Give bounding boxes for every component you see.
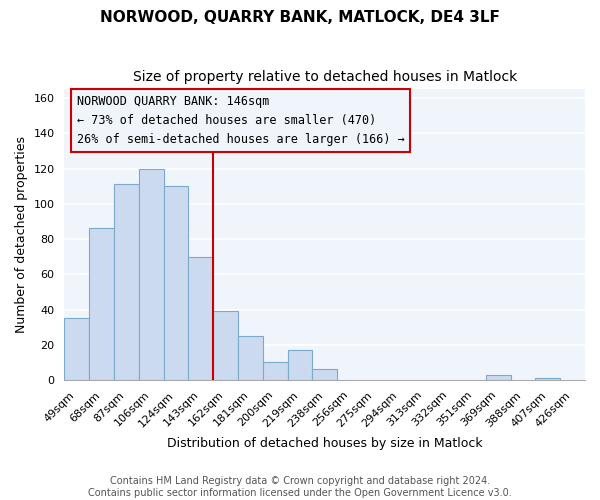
Title: Size of property relative to detached houses in Matlock: Size of property relative to detached ho…: [133, 70, 517, 84]
Bar: [64, 318, 89, 380]
Bar: [114, 184, 139, 380]
Text: Contains HM Land Registry data © Crown copyright and database right 2024.
Contai: Contains HM Land Registry data © Crown c…: [88, 476, 512, 498]
Text: NORWOOD QUARRY BANK: 146sqm
← 73% of detached houses are smaller (470)
26% of se: NORWOOD QUARRY BANK: 146sqm ← 73% of det…: [77, 94, 404, 146]
Y-axis label: Number of detached properties: Number of detached properties: [15, 136, 28, 333]
Bar: [139, 168, 164, 380]
Bar: [535, 378, 560, 380]
Bar: [313, 370, 337, 380]
Bar: [213, 312, 238, 380]
Bar: [164, 186, 188, 380]
Text: NORWOOD, QUARRY BANK, MATLOCK, DE4 3LF: NORWOOD, QUARRY BANK, MATLOCK, DE4 3LF: [100, 10, 500, 25]
Bar: [263, 362, 287, 380]
Bar: [486, 374, 511, 380]
X-axis label: Distribution of detached houses by size in Matlock: Distribution of detached houses by size …: [167, 437, 482, 450]
Bar: [238, 336, 263, 380]
Bar: [89, 228, 114, 380]
Bar: [287, 350, 313, 380]
Bar: [188, 256, 213, 380]
